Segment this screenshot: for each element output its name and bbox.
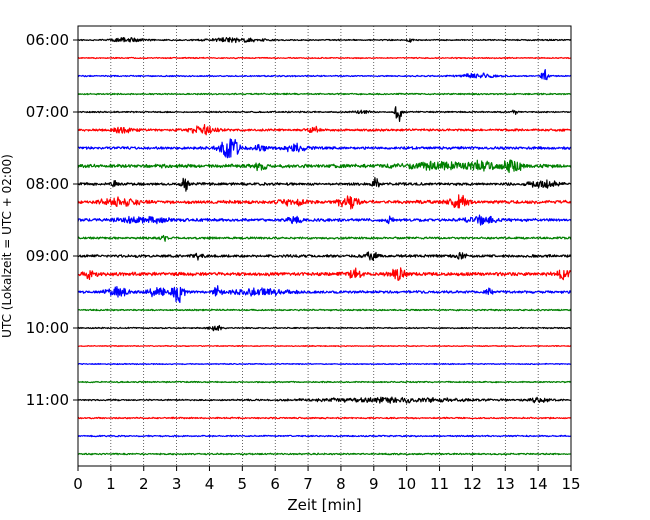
seismogram-trace: [77, 36, 572, 44]
seismogram-trace: [77, 396, 572, 404]
y-tick-label: 09:00: [26, 247, 69, 265]
seismogram-trace: [77, 234, 572, 242]
seismogram-trace: [77, 416, 572, 420]
y-axis-title: UTC (Lokalzeit = UTC + 02:00): [0, 154, 14, 338]
x-tick-label: 11: [430, 475, 449, 493]
seismogram-trace: [77, 251, 572, 261]
seismogram-trace: [77, 159, 572, 174]
x-tick-label: 9: [369, 475, 379, 493]
seismogram-trace: [77, 285, 572, 304]
x-tick-label: 7: [303, 475, 313, 493]
x-tick-label: 6: [270, 475, 280, 493]
seismogram-trace: [77, 194, 572, 210]
y-tick-label: 07:00: [26, 103, 69, 121]
x-tick-label: 8: [336, 475, 346, 493]
vertical-gridlines: [110, 26, 539, 466]
seismogram-trace: [77, 362, 572, 366]
x-tick-label: 4: [205, 475, 215, 493]
seismogram-trace: [77, 380, 572, 384]
y-tick-label: 08:00: [26, 175, 69, 193]
seismogram-trace: [77, 434, 572, 438]
seismogram-trace: [77, 267, 572, 281]
x-tick-label: 12: [463, 475, 482, 493]
x-tick-label: 1: [106, 475, 116, 493]
seismogram-trace: [77, 124, 572, 136]
x-tick-label: 5: [238, 475, 248, 493]
seismogram-trace: [77, 68, 572, 81]
x-axis-title: Zeit [min]: [287, 496, 361, 514]
y-tick-label: 06:00: [26, 31, 69, 49]
seismogram-trace: [77, 106, 572, 123]
x-tick-label: 3: [172, 475, 182, 493]
x-tick-label: 15: [561, 475, 580, 493]
y-axis-ticks: 06:00 07:00 08:00 09:00 10:00 11:00: [26, 31, 78, 409]
seismogram-trace: [77, 452, 572, 456]
seismogram-trace: [77, 138, 572, 159]
seismogram-traces: [77, 36, 572, 456]
x-tick-label: 14: [529, 475, 548, 493]
seismogram-trace: [77, 214, 572, 226]
seismogram-trace: [77, 92, 572, 96]
x-tick-label: 2: [139, 475, 149, 493]
seismogram-trace: [77, 176, 572, 192]
plot-frame: [77, 25, 572, 467]
y-tick-label: 10:00: [26, 319, 69, 337]
x-tick-label: 13: [496, 475, 515, 493]
seismogram-trace: [77, 344, 572, 348]
x-axis-ticks: 0 1 2 3 4 5 6 7 8 9 10 11 12 13 14 15: [73, 466, 581, 493]
seismogram-trace: [77, 56, 572, 60]
x-tick-label: 10: [397, 475, 416, 493]
y-tick-label: 11:00: [26, 391, 69, 409]
seismogram-trace: [77, 324, 572, 332]
seismogram-trace: [77, 308, 572, 312]
x-tick-label: 0: [73, 475, 83, 493]
